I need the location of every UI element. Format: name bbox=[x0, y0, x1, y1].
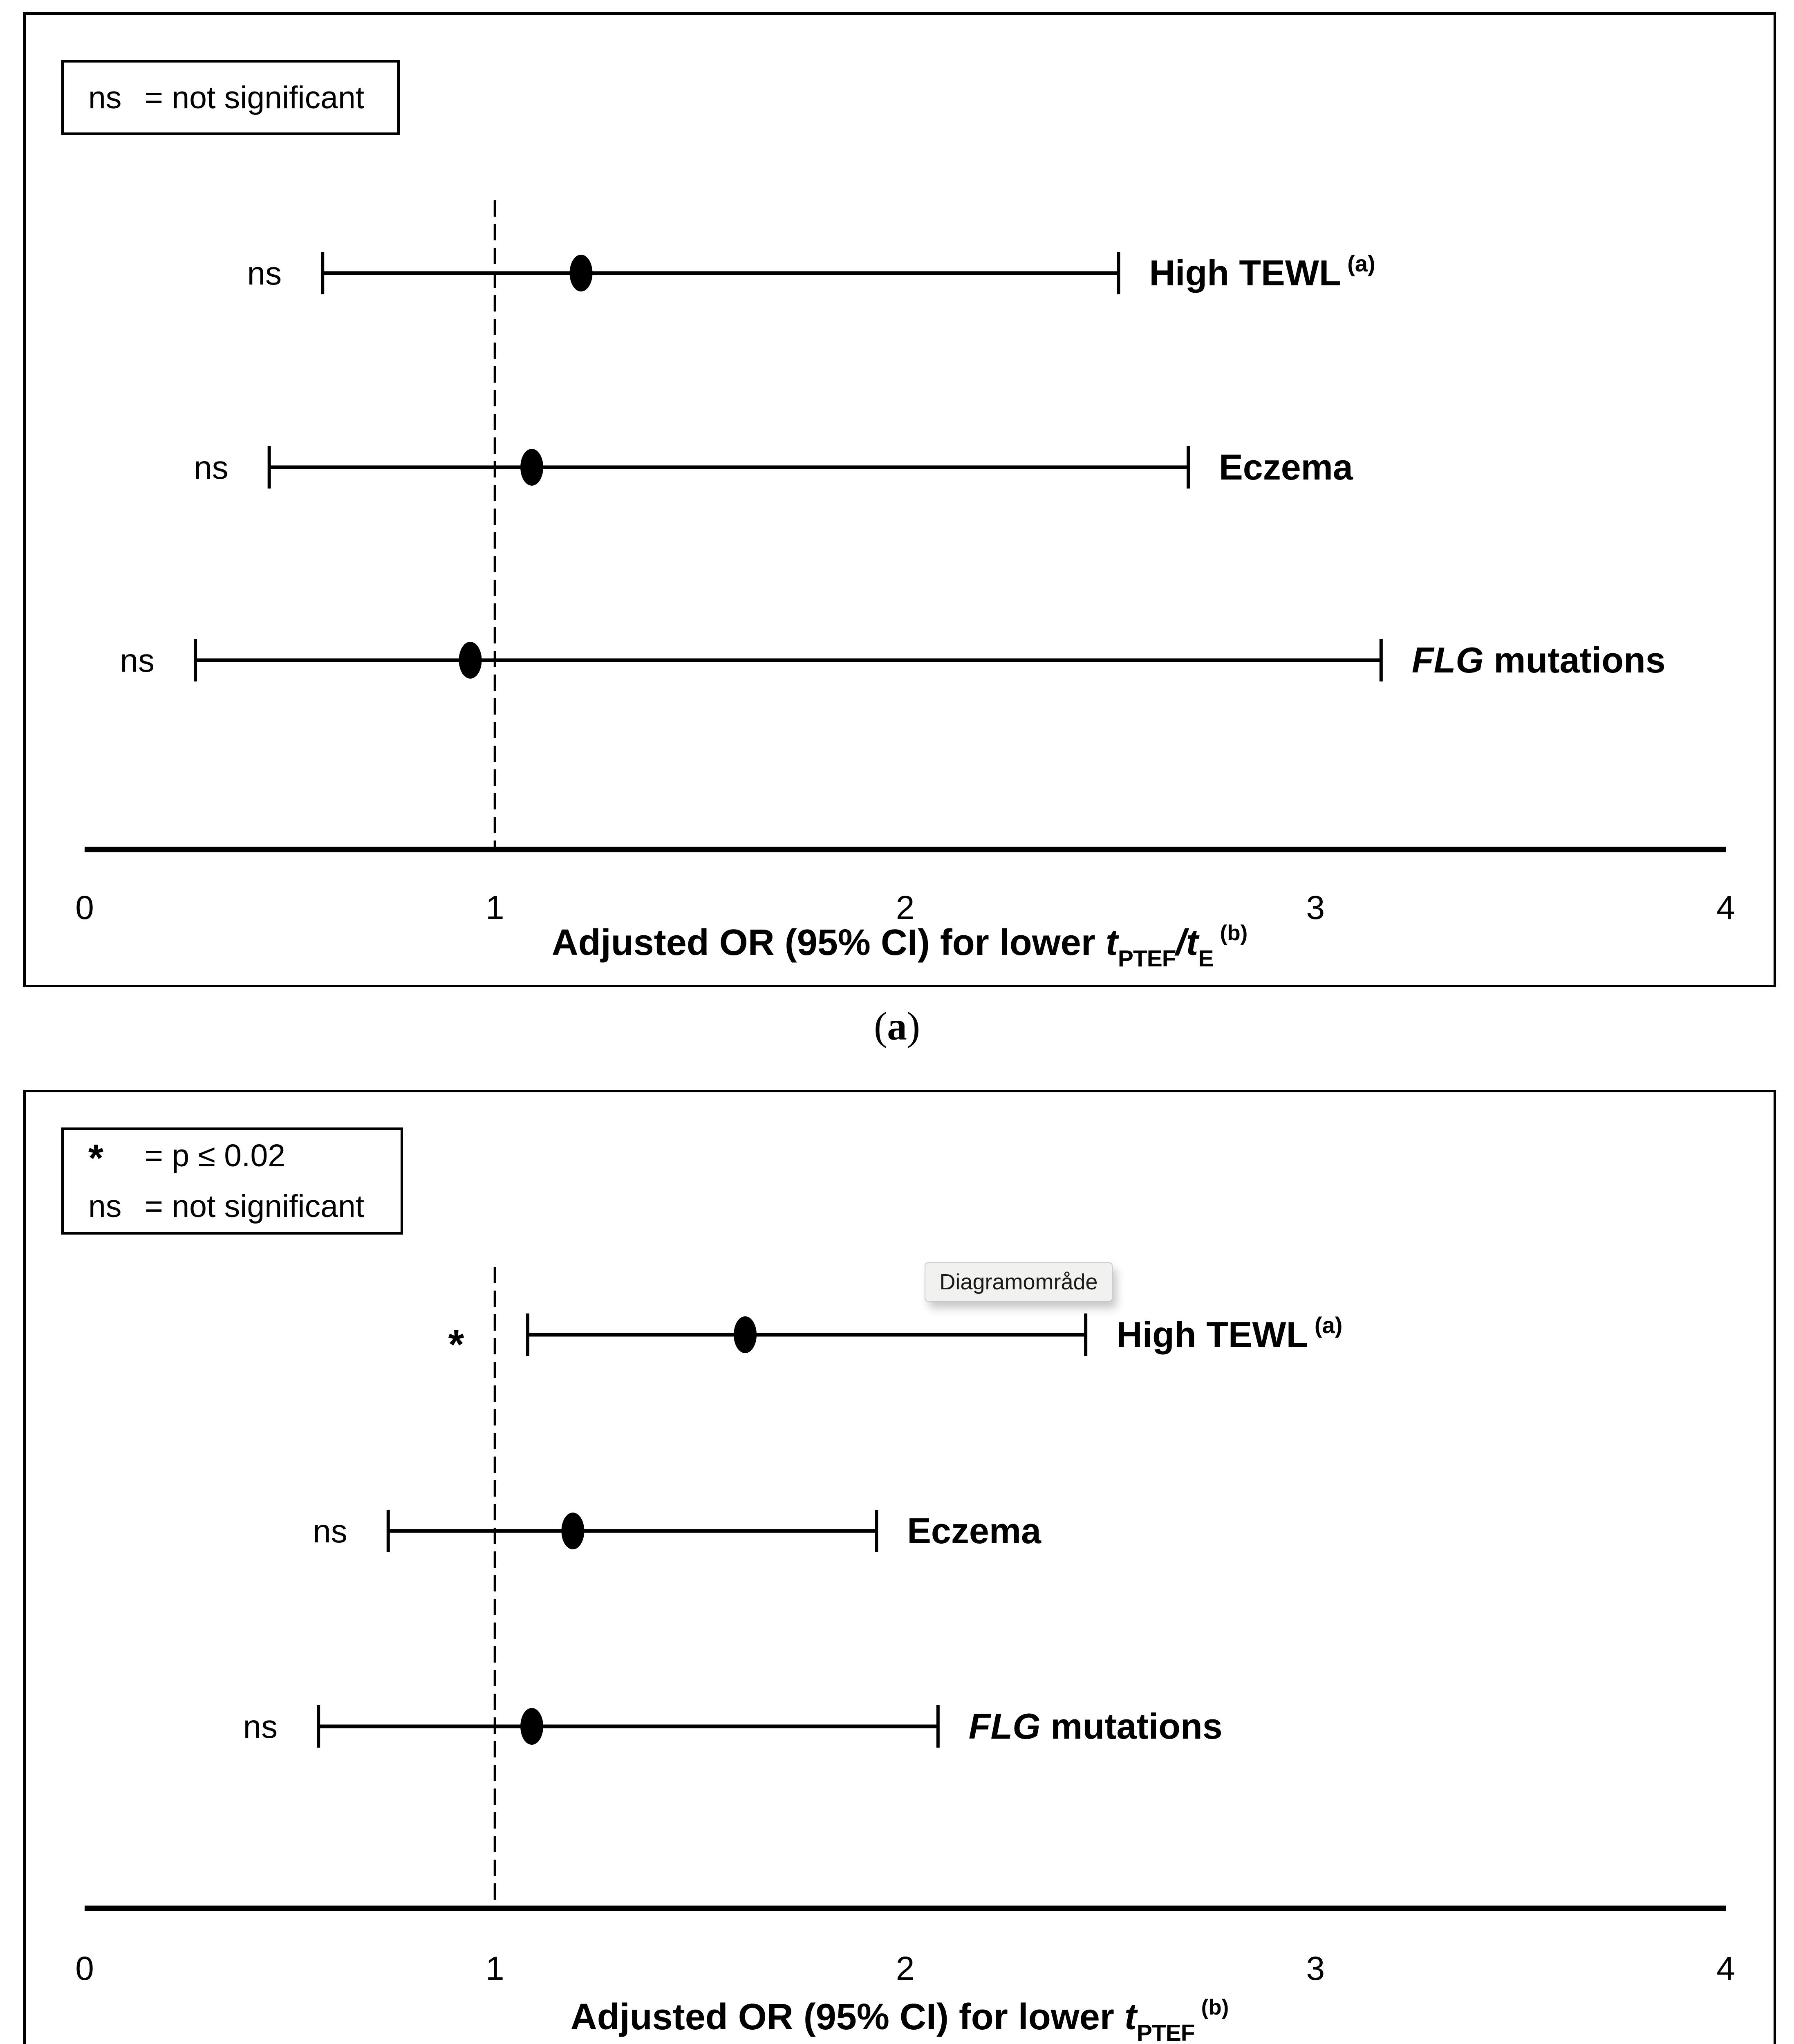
panel-b-x-axis-title: Adjusted OR (95% CI) for lower tPTEF(b) bbox=[23, 1995, 1776, 2044]
legend-text: = not significant bbox=[145, 1189, 365, 1224]
x-title-subscript: PTEF bbox=[1118, 946, 1176, 972]
panel-b-legend-box: * = p ≤ 0.02 ns = not significant bbox=[61, 1127, 403, 1235]
caption-letter: a bbox=[887, 1004, 907, 1048]
x-title-slash: / bbox=[1176, 922, 1186, 963]
legend-line: ns = not significant bbox=[88, 74, 397, 122]
legend-line: ns = not significant bbox=[88, 1182, 401, 1230]
panel-a-caption: (a) bbox=[0, 1004, 1794, 1049]
legend-text: = not significant bbox=[145, 80, 365, 115]
x-title-superscript: (b) bbox=[1220, 921, 1248, 945]
legend-symbol: ns bbox=[88, 80, 122, 115]
x-title-superscript: (b) bbox=[1201, 1995, 1229, 2019]
legend-symbol: ns bbox=[88, 1189, 122, 1224]
x-title-text: Adjusted OR (95% CI) for lower bbox=[570, 1997, 1124, 2037]
panel-a-legend-box: ns = not significant bbox=[61, 60, 400, 135]
panel-b-frame bbox=[23, 1090, 1776, 2044]
x-title-subscript: PTEF bbox=[1136, 2020, 1195, 2044]
x-title-var: t bbox=[1186, 922, 1198, 963]
x-title-subscript: E bbox=[1198, 946, 1214, 972]
legend-line: * = p ≤ 0.02 bbox=[88, 1132, 401, 1182]
legend-star-symbol: * bbox=[88, 1136, 103, 1180]
legend-text: = p ≤ 0.02 bbox=[145, 1138, 286, 1173]
caption-paren: ( bbox=[873, 1004, 887, 1048]
x-title-var: t bbox=[1105, 922, 1118, 963]
chart-area-tooltip: Diagramområde bbox=[925, 1262, 1113, 1302]
panel-a-x-axis-title: Adjusted OR (95% CI) for lower tPTEF/tE(… bbox=[23, 921, 1776, 972]
caption-paren: ) bbox=[907, 1004, 921, 1048]
x-title-var: t bbox=[1124, 1997, 1137, 2037]
panel-a-frame bbox=[23, 12, 1776, 987]
x-title-text: Adjusted OR (95% CI) for lower bbox=[551, 922, 1106, 963]
